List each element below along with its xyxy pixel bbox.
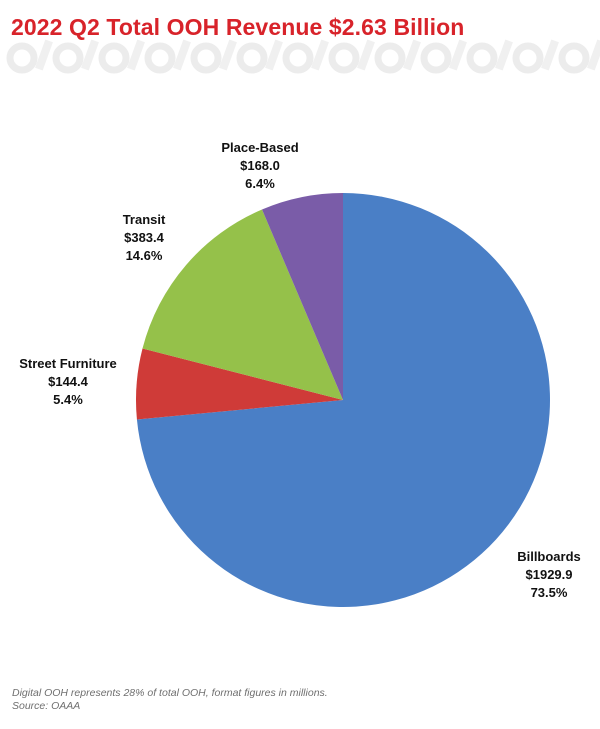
slice-label-value-billboards: $1929.9 [526, 567, 573, 582]
pattern-bar [219, 39, 237, 71]
footnote-source: Source: OAAA [12, 700, 81, 712]
pattern-bar [495, 39, 513, 71]
pattern-ring [236, 42, 268, 74]
pie-slice-transit [142, 209, 343, 400]
pattern-bar [81, 39, 99, 71]
pattern-bar [35, 39, 53, 71]
pattern-ring [558, 42, 590, 74]
footnote: Digital OOH represents 28% of total OOH,… [12, 687, 328, 713]
pattern-ring [52, 42, 84, 74]
chart-title: 2022 Q2 Total OOH Revenue $2.63 Billion [11, 14, 465, 40]
pattern-ring [144, 42, 176, 74]
pattern-ring [190, 42, 222, 74]
pie-slice-billboards [136, 193, 550, 607]
slice-label-name-place-based: Place-Based [221, 140, 298, 155]
pie-slice-place-based [262, 193, 343, 400]
pattern-ring [282, 42, 314, 74]
slice-label-percent-place-based: 6.4% [245, 176, 275, 191]
header-pattern [6, 39, 600, 74]
pattern-bar [127, 39, 145, 71]
slice-label-name-transit: Transit [123, 212, 166, 227]
slice-label-percent-billboards: 73.5% [531, 585, 568, 600]
pattern-bar [587, 39, 600, 71]
pattern-ring [98, 42, 130, 74]
slice-label-percent-transit: 14.6% [126, 248, 163, 263]
pattern-ring [466, 42, 498, 74]
pattern-bar [265, 39, 283, 71]
slice-label-name-street-furniture: Street Furniture [19, 356, 117, 371]
pattern-ring [6, 42, 38, 74]
pattern-bar [173, 39, 191, 71]
pattern-bar [357, 39, 375, 71]
header-banner: 2022 Q2 Total OOH Revenue $2.63 Billion [0, 0, 600, 78]
pattern-bar [449, 39, 467, 71]
pattern-ring [374, 42, 406, 74]
pattern-ring [420, 42, 452, 74]
slice-label-name-billboards: Billboards [517, 549, 581, 564]
pie-slice-street-furniture [135, 348, 343, 420]
pattern-ring [328, 42, 360, 74]
slice-label-value-transit: $383.4 [124, 230, 165, 245]
slice-label-value-street-furniture: $144.4 [48, 374, 89, 389]
pattern-bar [311, 39, 329, 71]
footnote-line-1: Digital OOH represents 28% of total OOH,… [12, 687, 328, 699]
slice-label-percent-street-furniture: 5.4% [53, 392, 83, 407]
pattern-ring [512, 42, 544, 74]
pattern-bar [403, 39, 421, 71]
slice-label-value-place-based: $168.0 [240, 158, 280, 173]
pattern-bar [541, 39, 559, 71]
